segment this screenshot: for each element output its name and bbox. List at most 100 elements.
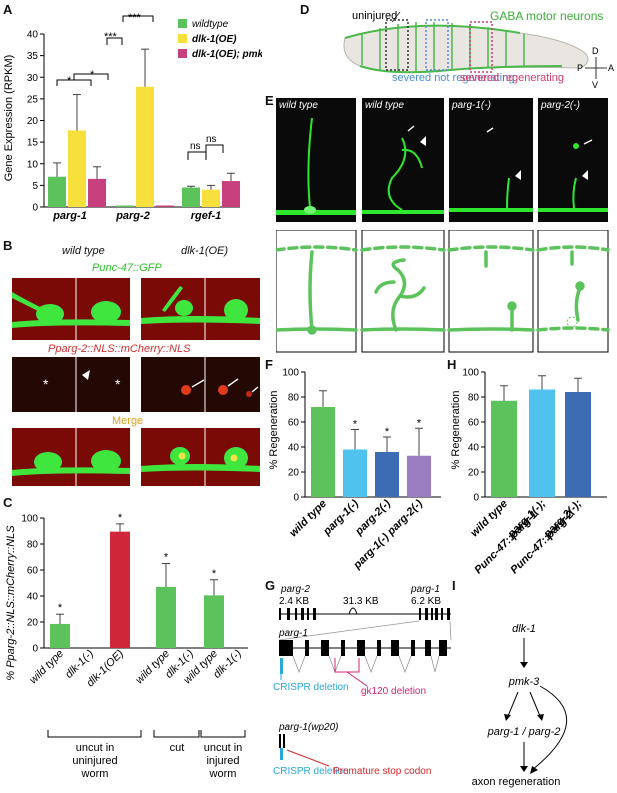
b-row-mcherry: Pparg-2::NLS::mCherry::NLS (48, 343, 191, 355)
a-ytick-label: 10 (27, 159, 39, 170)
h-ytick-label: 40 (468, 443, 480, 454)
a-bar-parg-2-1 (136, 86, 154, 207)
b-row-gfp: Punc-47::GFP (92, 262, 162, 274)
f-bar-0 (311, 407, 335, 497)
a-bar-parg-1-1 (68, 130, 86, 207)
i-node-dlk1: dlk-1 (512, 623, 536, 635)
f-xlabel: wild type (287, 498, 329, 540)
a-ytick-label: 0 (32, 203, 38, 214)
h-ytick-label: 20 (468, 468, 480, 479)
a-legend: wildtype dlk-1(OE) dlk-1(OE); pmk-3(-) (178, 19, 262, 60)
compass-a: A (608, 63, 614, 73)
i-node-axon: axon regeneration (472, 776, 561, 788)
f-ytick-label: 40 (288, 443, 300, 454)
g-kb-1: 2.4 KB (279, 596, 309, 607)
a-group-rgef1: rgef-1 (191, 210, 222, 222)
gene-diagram: parg-2 parg-1 2.4 KB 31.3 KB 6.2 KB parg… (273, 584, 452, 777)
b-row-merge: Merge (112, 415, 144, 427)
e-label-2: wild type (365, 100, 404, 111)
e-label-1: wild type (279, 100, 318, 111)
b-gfp-images (12, 278, 260, 340)
sig-star-4: *** (128, 12, 142, 24)
sig-ns-1: ns (190, 141, 201, 152)
panel-label-f: F (265, 357, 273, 372)
a-brackets (56, 15, 224, 160)
d-uninjured: uninjured (352, 10, 397, 22)
legend-swatch-pmk3 (178, 49, 187, 58)
panel-label-c: C (3, 495, 13, 510)
f-star: * (353, 419, 358, 431)
h-bar-2 (565, 392, 591, 497)
a-group-parg2: parg-2 (115, 210, 150, 222)
compass-p: P (577, 63, 583, 73)
a-ytick-label: 5 (32, 181, 38, 192)
panel-label-h: H (447, 357, 457, 372)
c-ytick-label: 80 (27, 540, 39, 551)
panel-label-i: I (452, 578, 456, 593)
a-bar-parg-1-0 (48, 176, 66, 207)
panel-label-e: E (265, 93, 274, 108)
d-severed-not-1: severed not regenerating (392, 72, 514, 84)
c-group-2: cut (170, 742, 185, 754)
b-asterisk-1: * (43, 376, 49, 392)
b-col-wt: wild type (62, 245, 105, 257)
pathway-diagram: dlk-1 pmk-3 parg-1 / parg-2 axon regener… (472, 623, 567, 788)
c-bar-2 (110, 531, 130, 648)
c-ytick-label: 60 (27, 566, 39, 577)
c-ytick-label: 0 (32, 644, 38, 655)
h-ytick-label: 0 (473, 493, 479, 504)
compass-d: D (592, 46, 599, 56)
f-ylabel: % Regeneration (268, 391, 280, 470)
sig-star-2: * (90, 69, 95, 81)
g-crispr-2-label: CRISPR deletion (273, 766, 349, 777)
legend-pmk3: dlk-1(OE); pmk-3(-) (192, 49, 262, 60)
a-ytick-label: 20 (27, 116, 39, 127)
f-ytick-label: 20 (288, 468, 300, 479)
c-bar-0 (50, 623, 70, 648)
panel-label-g: G (265, 578, 276, 593)
c-bar-3 (156, 586, 176, 648)
panel-label-a: A (3, 2, 13, 17)
legend-swatch-wildtype (178, 19, 187, 28)
a-ytick-label: 25 (27, 94, 39, 105)
worm-diagram: uninjured GABA motor neurons severed not… (343, 9, 614, 90)
c-ytick-label: 100 (21, 514, 38, 525)
i-node-parg: parg-1 / parg-2 (487, 726, 561, 738)
sig-star-3: *** (104, 31, 118, 43)
e-image-wt: wild type (276, 98, 356, 222)
b-asterisk-2: * (115, 376, 121, 392)
c-group-1a: uncut in (76, 742, 115, 754)
c-group-3b: injured (206, 755, 239, 767)
c-xlabel: wild type (133, 648, 172, 687)
c-group-1c: worm (81, 768, 109, 780)
c-star: * (118, 512, 123, 524)
g-stop-label: Premature stop codon (333, 766, 431, 777)
chart-f: 0 20 40 60 80 100 % Regeneration * * * wild typ… (268, 368, 441, 572)
e-image-parg2: parg-2(-) (538, 98, 608, 222)
g-gk120-label: gk120 deletion (361, 686, 426, 697)
a-group-parg1: parg-1 (52, 210, 87, 222)
g-kb-2: 31.3 KB (343, 596, 379, 607)
g-parg2-label: parg-2 (280, 584, 310, 595)
c-star: * (164, 552, 169, 564)
f-ytick-label: 60 (288, 418, 300, 429)
f-ytick-label: 100 (282, 368, 299, 379)
panel-label-b: B (3, 238, 13, 253)
a-ytick-label: 35 (27, 51, 39, 62)
a-bar-rgef-1-0 (182, 187, 200, 207)
a-ytick-label: 40 (27, 30, 39, 41)
e-image-parg1: parg-1(-) (449, 98, 533, 222)
a-ytick-label: 15 (27, 138, 39, 149)
b-col-dlk: dlk-1(OE) (181, 245, 229, 257)
f-ytick-label: 0 (293, 493, 299, 504)
a-bar-parg-2-2 (156, 205, 174, 207)
legend-wildtype: wildtype (192, 19, 229, 30)
g-kb-3: 6.2 KB (411, 596, 441, 607)
sig-star-1: * (67, 75, 72, 87)
b-merge-images (12, 428, 260, 486)
c-ytick-label: 20 (27, 618, 39, 629)
a-ytick-label: 30 (27, 73, 39, 84)
legend-dlk1oe: dlk-1(OE) (192, 34, 237, 45)
